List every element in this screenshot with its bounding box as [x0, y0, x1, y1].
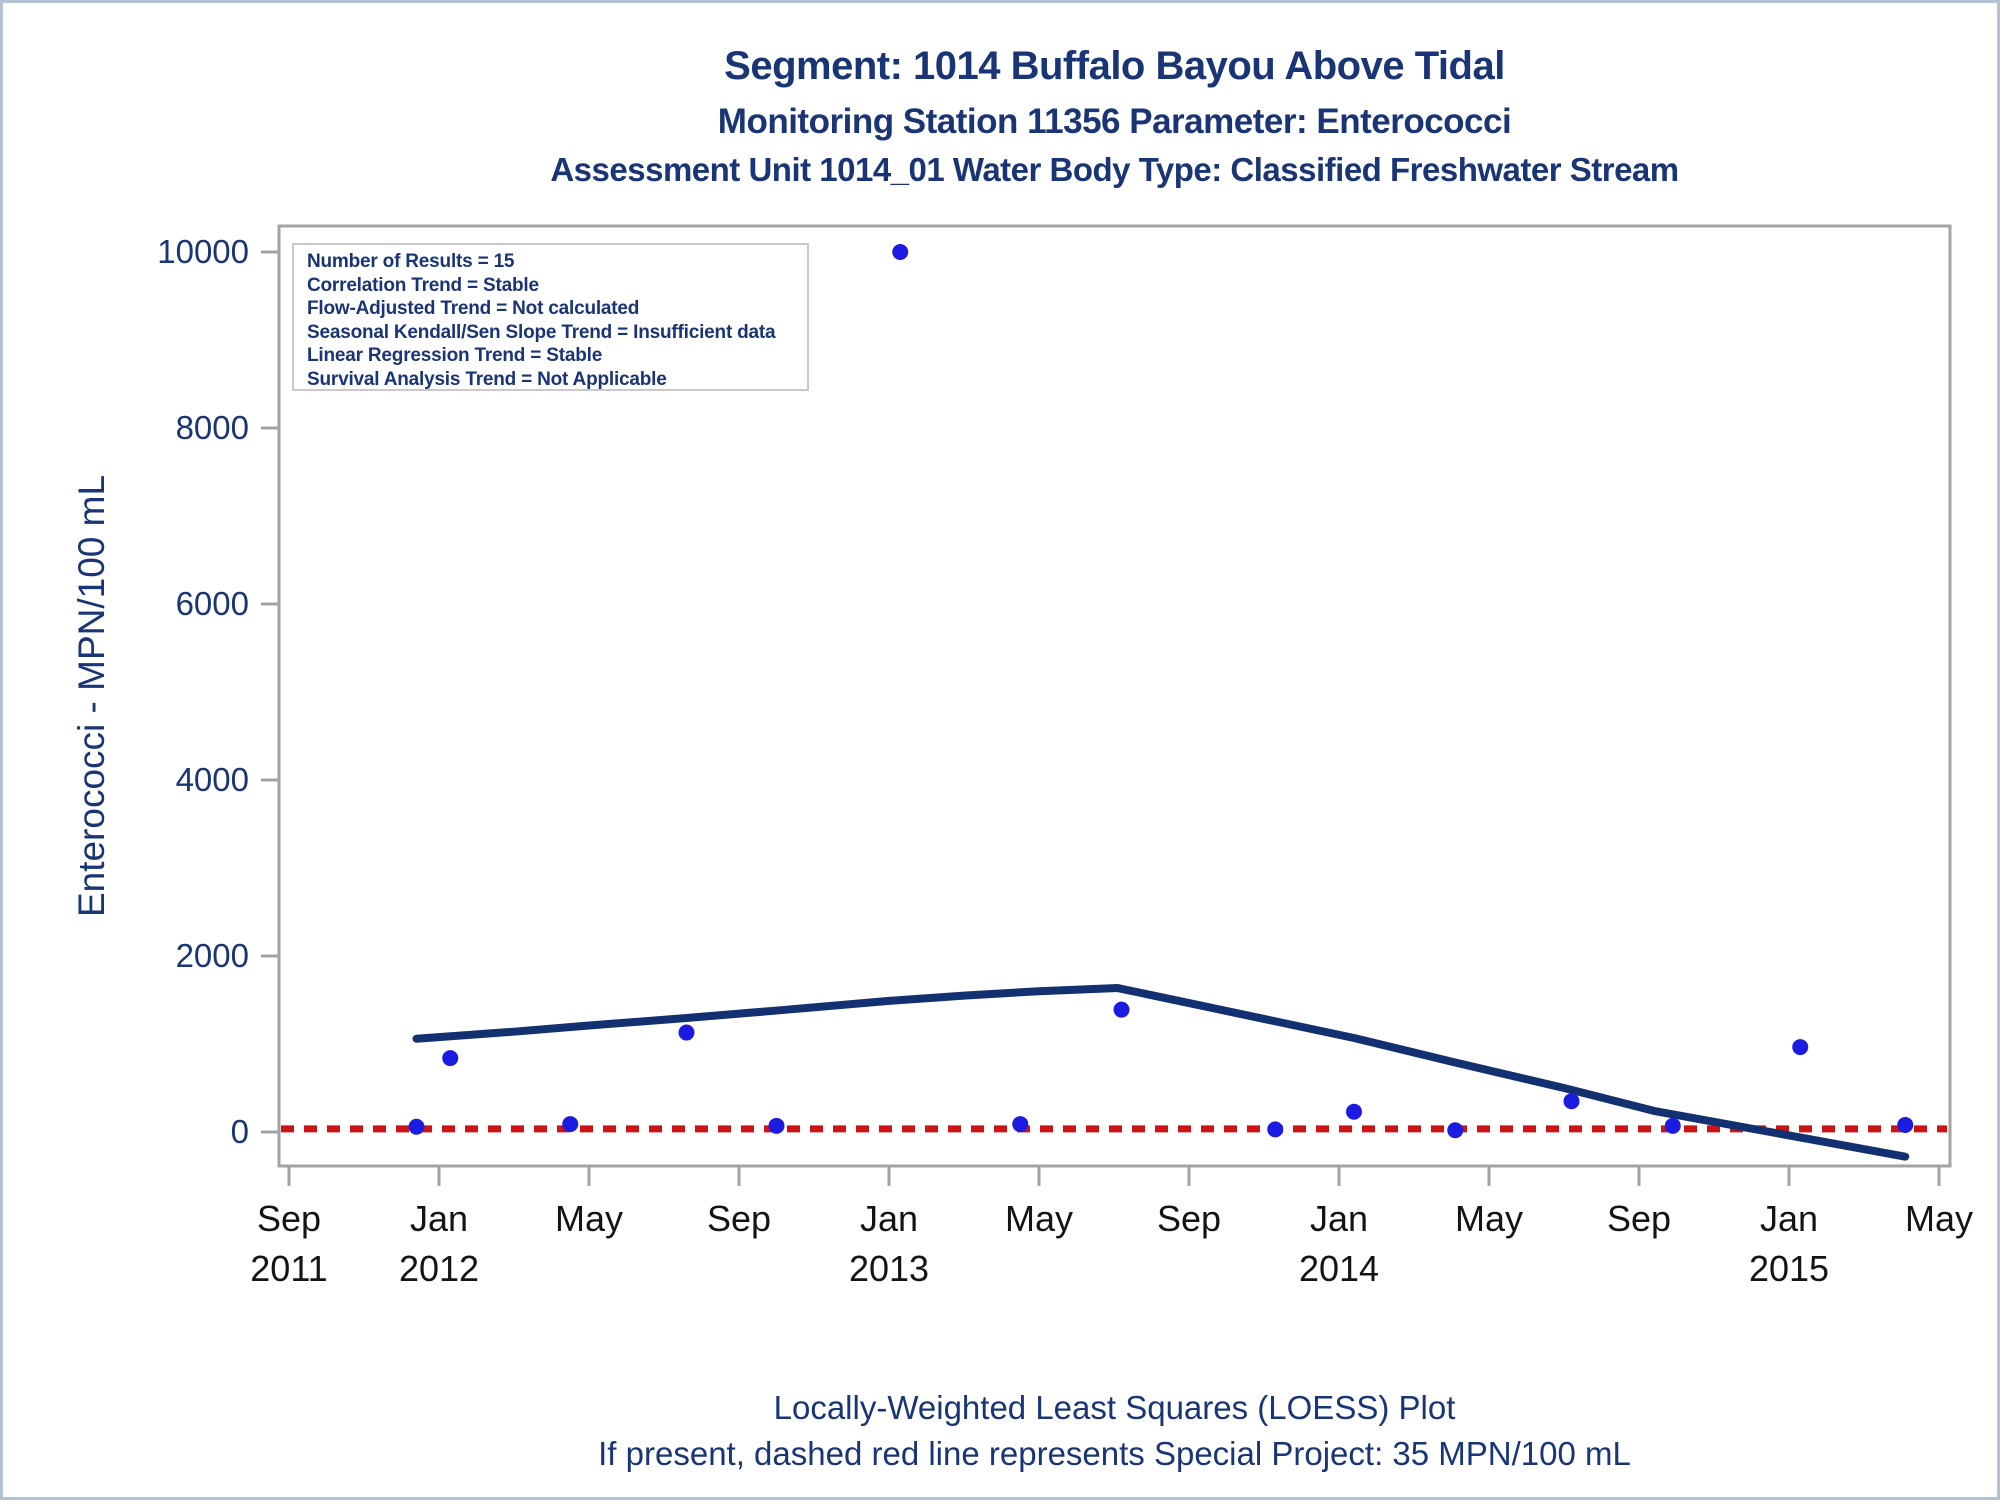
chart-title-station-parameter: Monitoring Station 11356 Parameter: Ente… [717, 102, 1512, 141]
data-point [1664, 1117, 1681, 1134]
x-tick-label-month: Sep [257, 1198, 321, 1239]
y-tick-label: 2000 [176, 937, 249, 974]
x-tick-label-month: May [555, 1198, 623, 1239]
stat-flow-adjusted-trend: Flow-Adjusted Trend = Not calculated [307, 298, 640, 319]
stat-survival-analysis: Survival Analysis Trend = Not Applicable [307, 368, 667, 390]
x-tick-label-year: 2012 [399, 1248, 479, 1289]
data-point [1012, 1116, 1029, 1133]
x-tick-label-year: 2014 [1299, 1248, 1379, 1289]
data-point [892, 244, 909, 260]
x-tick-label-month: Jan [1760, 1198, 1818, 1239]
x-tick-label-month: Jan [1310, 1198, 1368, 1239]
x-tick-label-year: 2013 [849, 1248, 929, 1289]
y-tick-label: 6000 [176, 585, 249, 622]
chart-title-assessment-unit: Assessment Unit 1014_01 Water Body Type:… [550, 151, 1679, 188]
x-tick-label-year: 2015 [1749, 1248, 1829, 1289]
x-tick-label-month: May [1005, 1198, 1073, 1239]
data-point [1563, 1093, 1580, 1110]
data-point [678, 1024, 695, 1041]
data-point [1897, 1116, 1914, 1133]
x-tick-label-month: Sep [1607, 1198, 1671, 1239]
data-point [1792, 1039, 1809, 1056]
x-tick-label-month: Sep [707, 1198, 771, 1239]
stat-number-of-results: Number of Results = 15 [307, 251, 515, 272]
chart-titles: Segment: 1014 Buffalo Bayou Above Tidal … [279, 41, 1950, 191]
x-tick-label-month: Jan [860, 1198, 918, 1239]
chart-footnotes: Locally-Weighted Least Squares (LOESS) P… [279, 1385, 1950, 1477]
x-tick-label-month: May [1455, 1198, 1523, 1239]
data-point [442, 1050, 459, 1067]
loess-line [412, 984, 1910, 1161]
stat-seasonal-kendall: Seasonal Kendall/Sen Slope Trend = Insuf… [307, 321, 776, 343]
plot-area: 0 2000 4000 6000 8000 10000 Sep 2011 Jan 2012 May S… [157, 224, 1973, 1289]
data-point [1267, 1121, 1284, 1138]
data-point [1346, 1103, 1362, 1120]
x-tick-label-month: May [1905, 1198, 1973, 1239]
y-tick-label: 10000 [157, 233, 249, 270]
footnote-loess: Locally-Weighted Least Squares (LOESS) P… [773, 1389, 1456, 1426]
trend-statistics-box: Number of Results = 15 Correlation Trend… [292, 243, 809, 391]
stat-linear-regression: Linear Regression Trend = Stable [307, 345, 603, 366]
data-point [768, 1117, 785, 1134]
plot-frame [277, 224, 1952, 1168]
x-tick-label-year: 2011 [250, 1248, 327, 1289]
data-point [1113, 1001, 1130, 1018]
data-point [562, 1116, 579, 1133]
y-tick-label: 0 [231, 1113, 249, 1150]
y-tick-label: 4000 [176, 761, 249, 798]
stat-correlation-trend: Correlation Trend = Stable [307, 274, 539, 296]
data-point [1447, 1122, 1464, 1139]
chart-title-segment: Segment: 1014 Buffalo Bayou Above Tidal [724, 44, 1505, 88]
y-tick-label: 8000 [176, 409, 249, 446]
x-tick-label-month: Sep [1157, 1198, 1221, 1239]
footnote-reference-line: If present, dashed red line represents S… [598, 1435, 1631, 1472]
data-point [408, 1118, 425, 1135]
x-tick-label-month: Jan [410, 1198, 468, 1239]
